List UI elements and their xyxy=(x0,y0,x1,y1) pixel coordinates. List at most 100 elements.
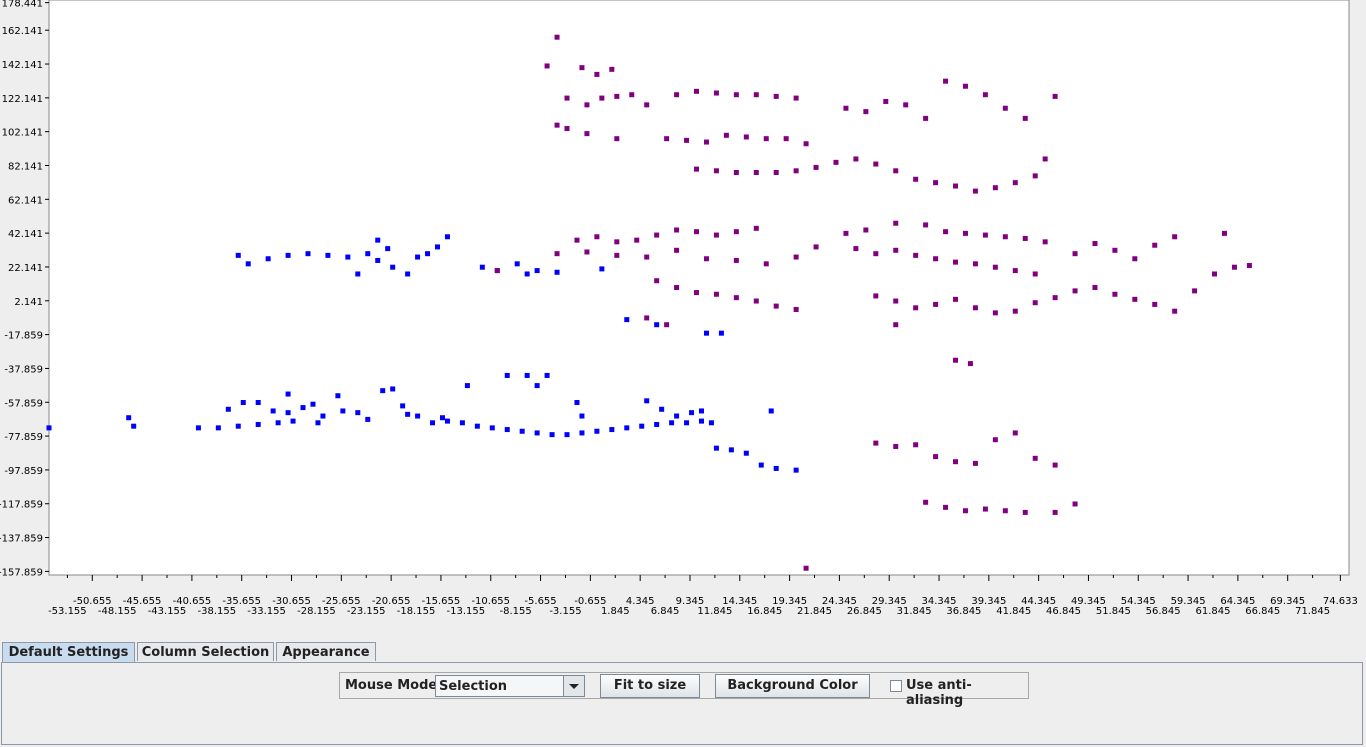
data-point xyxy=(365,416,371,422)
data-point xyxy=(883,98,889,104)
tab-appearance[interactable]: Appearance xyxy=(276,642,376,661)
x-tick-label: -13.155 xyxy=(447,606,486,617)
data-point xyxy=(773,93,779,99)
data-point xyxy=(992,264,998,270)
x-tick-label: 61.845 xyxy=(1195,606,1230,617)
data-point xyxy=(594,428,600,434)
data-point xyxy=(405,411,411,417)
data-point xyxy=(644,315,650,321)
data-point xyxy=(664,136,670,142)
x-tick-label: -53.155 xyxy=(48,606,87,617)
data-point xyxy=(674,92,680,98)
data-point xyxy=(674,413,680,419)
data-point xyxy=(310,401,316,407)
x-tick-label: 64.345 xyxy=(1220,596,1255,607)
data-point xyxy=(763,136,769,142)
data-point xyxy=(305,251,311,257)
data-point xyxy=(1072,501,1078,507)
tab-column-selection[interactable]: Column Selection xyxy=(137,642,274,661)
data-point xyxy=(967,361,973,367)
data-point xyxy=(639,423,645,429)
data-point xyxy=(943,78,949,84)
background-color-button[interactable]: Background Color xyxy=(715,674,870,698)
data-point xyxy=(355,271,361,277)
chevron-down-icon[interactable] xyxy=(563,676,584,696)
x-tick-label: 4.345 xyxy=(626,596,655,607)
data-point xyxy=(504,372,510,378)
data-point xyxy=(992,310,998,316)
data-point xyxy=(793,467,799,473)
data-point xyxy=(753,170,759,175)
data-point xyxy=(1012,430,1018,436)
x-tick-label: 31.845 xyxy=(897,606,932,617)
data-point xyxy=(235,423,241,429)
mouse-mode-select[interactable]: Selection xyxy=(435,675,585,697)
data-point xyxy=(674,227,680,233)
data-point xyxy=(893,443,899,449)
data-point xyxy=(962,230,968,236)
data-point xyxy=(579,430,585,436)
data-point xyxy=(459,420,465,426)
x-tick-label: -18.155 xyxy=(397,606,436,617)
data-point xyxy=(1052,93,1058,99)
data-point xyxy=(972,188,978,194)
data-point xyxy=(1012,180,1018,186)
data-point xyxy=(300,405,306,411)
data-point xyxy=(703,330,709,336)
settings-panel: Mouse Mode Selection Fit to size Backgro… xyxy=(1,662,1363,745)
data-point xyxy=(833,159,839,165)
x-tick-label: 66.845 xyxy=(1245,606,1280,617)
x-tick-label: 14.345 xyxy=(722,596,757,607)
fit-to-size-button[interactable]: Fit to size xyxy=(600,674,700,698)
data-point xyxy=(972,460,978,466)
data-point xyxy=(1231,264,1237,270)
data-point xyxy=(584,249,590,255)
data-point xyxy=(1012,268,1018,274)
data-point xyxy=(793,254,799,260)
y-tick-label: 2.141 xyxy=(14,297,43,308)
y-tick-label: -57.859 xyxy=(4,398,43,409)
antialias-checkbox[interactable] xyxy=(890,680,902,692)
plot-area[interactable] xyxy=(48,0,1350,576)
scatter-plot-panel[interactable]: 178.441 162.141 142.141 122.141 102.141 82.14… xyxy=(0,0,1366,638)
data-point xyxy=(415,254,421,260)
data-point xyxy=(390,386,396,392)
scatter-plot[interactable]: 178.441 162.141 142.141 122.141 102.141 82.14… xyxy=(0,0,1366,638)
data-point xyxy=(1221,230,1227,236)
data-point xyxy=(913,252,919,258)
data-point xyxy=(614,252,620,258)
data-point xyxy=(982,92,988,98)
data-point xyxy=(793,168,799,174)
data-point xyxy=(813,244,819,250)
data-point xyxy=(733,92,739,98)
data-point xyxy=(753,225,759,231)
data-point xyxy=(843,105,849,111)
data-point xyxy=(1152,242,1158,248)
data-point xyxy=(953,459,959,465)
x-tick-label: -50.655 xyxy=(73,596,112,607)
data-point xyxy=(698,418,704,424)
tab-default-settings[interactable]: Default Settings xyxy=(2,642,135,663)
data-point xyxy=(713,168,719,174)
data-point xyxy=(1172,234,1178,240)
x-tick-label: -30.655 xyxy=(272,596,311,607)
data-point xyxy=(654,322,660,328)
data-point xyxy=(564,95,570,101)
x-tick-label: -5.655 xyxy=(524,596,556,607)
data-point xyxy=(1152,301,1158,307)
data-point xyxy=(923,222,929,228)
data-point xyxy=(1042,156,1048,162)
x-tick-label: -48.155 xyxy=(98,606,137,617)
data-point xyxy=(873,161,879,167)
data-point xyxy=(713,291,719,297)
data-point xyxy=(863,109,869,115)
data-point xyxy=(943,504,949,510)
data-point xyxy=(1022,509,1028,515)
data-point xyxy=(524,271,530,277)
x-tick-label: -15.655 xyxy=(422,596,461,607)
data-point xyxy=(773,170,779,175)
data-point xyxy=(564,126,570,132)
x-tick-label: -10.655 xyxy=(471,596,510,607)
data-point xyxy=(126,415,132,421)
data-point xyxy=(270,408,276,414)
